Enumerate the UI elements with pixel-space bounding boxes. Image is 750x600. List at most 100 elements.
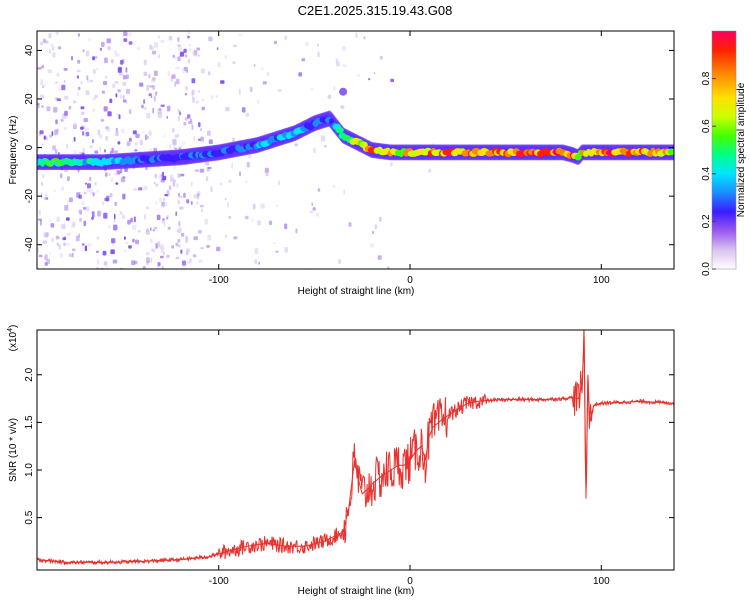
y-tick-label: -40 [24,237,35,252]
noise-speck [123,75,128,80]
noise-speck [88,38,91,42]
noise-speck [220,80,225,84]
noise-speck [162,175,167,181]
noise-speck [67,199,69,206]
noise-speck [142,131,145,134]
noise-speck [108,225,111,229]
snr-x-ticks: -100 0 100 [209,330,610,587]
noise-speck [177,200,181,205]
noise-speck [217,62,221,68]
noise-speck [43,38,46,43]
noise-speck [82,147,85,153]
noise-speck [184,93,188,96]
noise-speck [103,261,108,266]
noise-speck [232,137,235,143]
noise-speck [159,198,162,203]
noise-speck [190,118,192,123]
noise-speck [94,150,99,154]
noise-speck [122,99,127,103]
noise-speck [124,249,126,252]
y-tick-label: 0 [24,144,35,150]
noise-speck [387,266,390,269]
noise-speck [153,226,158,230]
colorbar-tick-label: 0.0 [701,262,712,276]
noise-speck [52,52,56,58]
noise-speck [163,201,168,207]
noise-speck [166,254,170,258]
noise-speck [154,91,157,96]
noise-speck [253,64,256,67]
noise-speck [166,216,168,220]
noise-speck [89,145,93,149]
noise-speck [114,201,117,206]
noise-speck [47,69,52,74]
noise-speck [136,47,141,50]
noise-speck [87,183,91,189]
noise-speck [301,58,306,62]
noise-speck [156,214,161,220]
noise-speck [189,44,191,47]
noise-speck [146,112,151,119]
noise-speck [122,193,126,200]
x-tick-label: -100 [209,275,229,286]
noise-speck [193,236,198,241]
noise-speck [91,216,94,220]
noise-speck [317,188,321,192]
noise-speck [122,81,127,86]
noise-speck [66,242,70,246]
noise-speck [343,189,346,195]
noise-speck [265,172,269,177]
noise-speck [49,49,52,54]
noise-speck [43,135,46,140]
noise-speck [155,243,158,249]
noise-speck [143,71,148,76]
noise-speck [111,238,116,244]
noise-speck [145,230,151,235]
noise-speck [113,150,118,154]
noise-speck [106,38,111,44]
noise-speck [54,189,56,193]
noise-speck [109,193,113,198]
noise-speck [160,173,163,179]
noise-speck [55,149,58,155]
noise-speck [142,266,146,269]
noise-speck [86,75,89,81]
noise-speck [114,213,116,220]
x-tick-label: -100 [209,576,229,587]
noise-speck [245,112,249,117]
noise-speck [55,97,59,100]
noise-speck [105,135,108,141]
noise-speck [128,245,132,249]
snr-panel: -100 0 100 0.5 1.0 1.5 2.0 Height of straight… [7,325,675,597]
noise-speck [186,199,190,204]
noise-speck [323,145,327,148]
noise-speck [71,248,76,252]
noise-speck [134,216,136,223]
noise-speck [186,248,190,253]
noise-speck [208,36,213,42]
noise-speck [227,202,229,208]
noise-speck [206,166,211,172]
noise-speck [148,93,152,97]
noise-speck [63,80,66,83]
snr-plot-area [37,330,674,570]
noise-speck [336,61,340,67]
noise-speck [188,58,190,64]
noise-speck [160,40,165,43]
noise-speck [261,66,264,71]
noise-speck [112,259,118,264]
noise-speck [40,79,44,86]
noise-speck [178,111,182,116]
noise-speck [246,161,250,168]
noise-speck [132,224,137,231]
noise-speck [161,201,165,207]
noise-speck [248,154,252,159]
noise-speck [43,232,48,238]
noise-speck [145,252,150,256]
noise-speck [146,261,149,265]
noise-speck [373,71,376,75]
noise-speck [42,86,44,89]
noise-speck [48,49,51,54]
noise-speck [174,147,177,151]
